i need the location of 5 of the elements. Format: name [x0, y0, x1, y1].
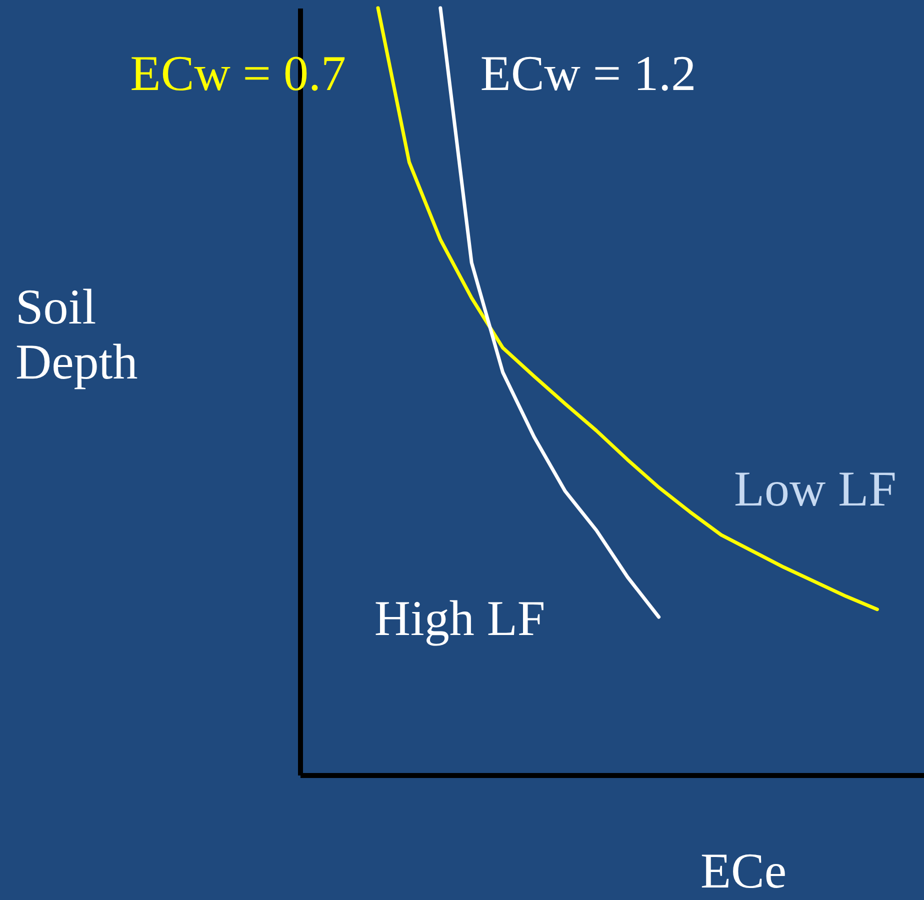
x-axis-title: ECe	[700, 842, 787, 898]
series-label: ECw = 1.2	[480, 45, 696, 101]
y-axis-title: Soil Depth	[16, 278, 138, 390]
annotation: Low LF	[734, 460, 896, 516]
annotation: High LF	[374, 590, 546, 646]
